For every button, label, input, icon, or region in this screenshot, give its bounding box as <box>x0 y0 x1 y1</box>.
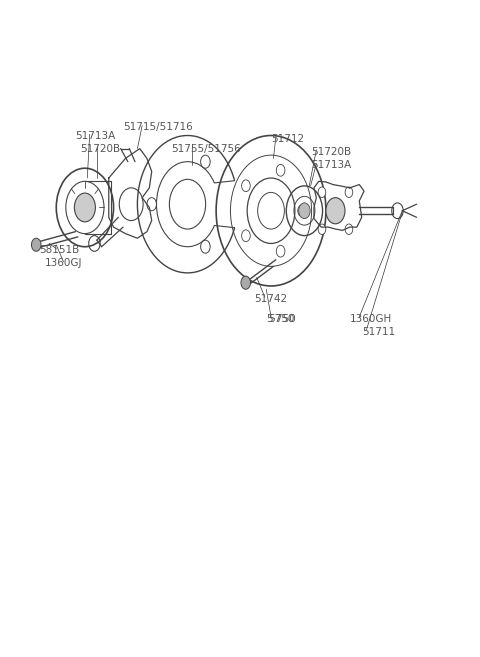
Text: 51712: 51712 <box>271 134 304 144</box>
Circle shape <box>326 198 345 224</box>
Circle shape <box>318 224 326 235</box>
Circle shape <box>241 276 251 289</box>
Text: 51755/51756: 51755/51756 <box>171 144 240 154</box>
Text: 51713A: 51713A <box>312 160 352 170</box>
Text: 51720B: 51720B <box>312 147 352 157</box>
Circle shape <box>298 205 306 217</box>
Text: 51715/51716: 51715/51716 <box>123 122 193 132</box>
Circle shape <box>299 203 310 219</box>
Circle shape <box>241 230 250 242</box>
Circle shape <box>32 238 41 251</box>
Text: 58151B: 58151B <box>39 245 80 255</box>
Circle shape <box>276 245 285 257</box>
Circle shape <box>276 164 285 176</box>
Circle shape <box>241 180 250 192</box>
Circle shape <box>74 193 96 222</box>
Text: 51720B: 51720B <box>80 144 120 154</box>
Circle shape <box>345 187 353 198</box>
Text: 51713A: 51713A <box>75 131 116 141</box>
Text: 1360GH: 1360GH <box>350 313 392 324</box>
Text: 1360GJ: 1360GJ <box>44 258 82 268</box>
Text: 51742: 51742 <box>254 294 288 304</box>
Text: 5·750: 5·750 <box>266 313 296 324</box>
Circle shape <box>318 187 326 198</box>
Text: 51711: 51711 <box>362 327 395 337</box>
Circle shape <box>345 224 353 235</box>
Text: 5750: 5750 <box>269 313 295 324</box>
